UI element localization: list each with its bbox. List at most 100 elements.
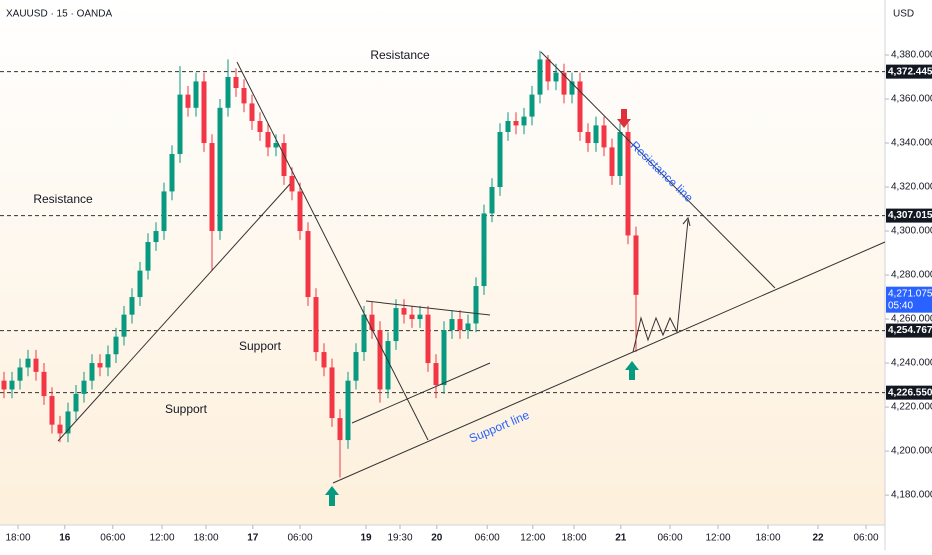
level-box [886, 64, 932, 79]
candle-body [449, 319, 455, 331]
candle-body [289, 176, 295, 192]
candle-body [561, 72, 567, 95]
candle-body [89, 363, 95, 381]
candle-body [169, 154, 175, 192]
candle-body [41, 371, 47, 397]
candle-body [33, 358, 39, 372]
candle-body [73, 393, 79, 412]
candle-body [9, 380, 15, 390]
x-tick-label: 22 [812, 533, 824, 544]
candle-body [553, 72, 559, 82]
x-tick-label: 20 [431, 533, 443, 544]
candle-body [201, 81, 207, 144]
candle-body [457, 319, 463, 331]
y-tick-label: 4,340.000 [891, 138, 932, 149]
x-tick-label: 18:00 [561, 533, 586, 544]
x-tick-label: 19:30 [387, 533, 412, 544]
resistance-line [540, 51, 776, 289]
up-arrow [625, 361, 639, 380]
y-tick-label: 4,360.000 [891, 94, 932, 105]
candle-body [265, 132, 271, 148]
candle-body [241, 88, 247, 104]
candle-body [633, 235, 639, 295]
support-line [332, 241, 886, 484]
annotation: Support [239, 339, 282, 353]
candle-body [537, 59, 543, 95]
candle-body [441, 330, 447, 386]
annotation: Support [165, 402, 208, 416]
trend-line [57, 183, 291, 442]
candle-body [481, 213, 487, 287]
candle-body [161, 191, 167, 232]
candle-body [433, 363, 439, 386]
candle-body [129, 297, 135, 315]
currency-label: USD [893, 9, 914, 20]
candle-body [353, 352, 359, 381]
candle-body [209, 143, 215, 232]
y-tick-label: 4,180.000 [891, 490, 932, 501]
candle-body [329, 367, 335, 419]
x-tick-label: 06:00 [100, 533, 125, 544]
x-tick-label: 17 [247, 533, 259, 544]
candle-body [177, 94, 183, 155]
candle-body [57, 424, 63, 434]
candle-body [577, 81, 583, 133]
triangle-line [351, 362, 491, 424]
chart-title: XAUUSD · 15 · OANDA [6, 9, 112, 20]
candle-body [105, 354, 111, 368]
level-box [886, 208, 932, 223]
y-tick-label: 4,300.000 [891, 226, 932, 237]
y-tick-label: 4,260.000 [891, 314, 932, 325]
level-box [886, 385, 932, 400]
x-tick-label: 18:00 [193, 533, 218, 544]
candle-body [369, 314, 375, 331]
candle-body [121, 314, 127, 337]
candle-body [513, 121, 519, 126]
candle-body [233, 77, 239, 89]
candle-body [1, 380, 7, 390]
x-tick-label: 18:00 [755, 533, 780, 544]
candle-body [385, 341, 391, 390]
plot-background [0, 0, 885, 525]
candle-body [297, 191, 303, 232]
level-label: 4,307.015 [888, 210, 932, 221]
candle-body [497, 132, 503, 188]
level-label: 4,372.445 [888, 66, 932, 77]
trend-line [236, 61, 429, 441]
candle-body [273, 143, 279, 148]
level-label: 4,254.767 [888, 325, 932, 336]
x-tick-label: 06:00 [853, 533, 878, 544]
candle-body [489, 187, 495, 214]
x-tick-label: 12:00 [705, 533, 730, 544]
projection-arrowhead [682, 216, 691, 227]
candle-body [401, 308, 407, 315]
candle-body [153, 231, 159, 243]
y-tick-label: 4,200.000 [891, 446, 932, 457]
candle-body [465, 323, 471, 331]
price-axis-background [885, 0, 932, 550]
grid [0, 71, 885, 394]
candle-body [585, 132, 591, 144]
annotation: Resistance [33, 192, 93, 206]
candle-body [337, 418, 343, 441]
candle-body [473, 286, 479, 324]
time-axis-background [0, 525, 885, 550]
candle-body [313, 297, 319, 353]
candle-body [17, 367, 23, 381]
level-box [886, 323, 932, 338]
candle-body [257, 121, 263, 133]
candle-body [217, 107, 223, 232]
x-tick-label: 06:00 [475, 533, 500, 544]
x-tick-label: 06:00 [287, 533, 312, 544]
x-tick-label: 12:00 [149, 533, 174, 544]
level-label: 4,226.550 [888, 387, 932, 398]
last-price-box [886, 286, 932, 313]
candle-body [113, 336, 119, 355]
triangle-line [365, 300, 491, 316]
candle-body [609, 147, 615, 177]
y-tick-label: 4,220.000 [891, 402, 932, 413]
y-tick-label: 4,380.000 [891, 50, 932, 61]
candle-body [81, 380, 87, 394]
candle-body [321, 352, 327, 368]
down-arrow [617, 109, 631, 128]
